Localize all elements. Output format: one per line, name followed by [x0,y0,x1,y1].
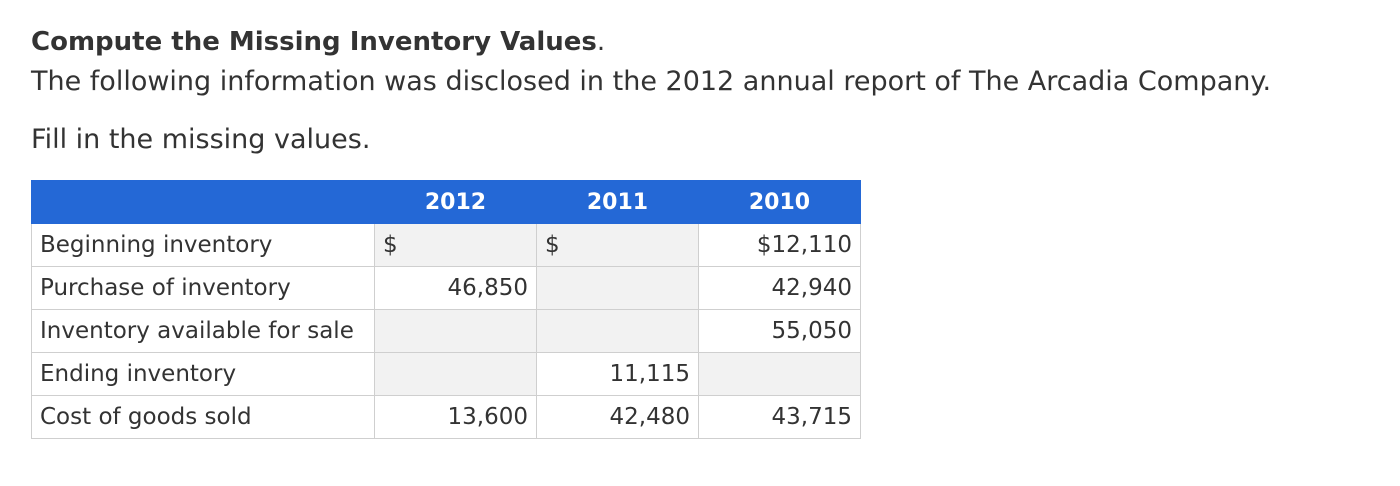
cell-purchase-2012: 46,850 [374,266,537,310]
cell-beginning-2011[interactable]: $ [536,223,699,267]
problem-content: Compute the Missing Inventory Values. Th… [31,22,1371,160]
table-row: Beginning inventory $ $ $12,110 [31,223,861,267]
problem-instruction: Fill in the missing values. [31,124,371,155]
cell-available-2012[interactable] [374,309,537,353]
cell-ending-2010[interactable] [698,352,861,396]
table-header-row: 2012 2011 2010 [31,180,861,224]
problem-title-text: Compute the Missing Inventory Values [31,27,597,57]
table-row: Purchase of inventory 46,850 42,940 [31,266,861,310]
cell-cogs-2012: 13,600 [374,395,537,439]
cell-available-2010: 55,050 [698,309,861,353]
currency-symbol: $ [383,232,398,258]
cell-ending-2011: 11,115 [536,352,699,396]
header-label [31,180,375,224]
problem-intro: The following information was disclosed … [31,66,1272,97]
header-2011: 2011 [536,180,699,224]
inventory-table: 2012 2011 2010 Beginning inventory $ $ $… [31,180,861,439]
header-2010: 2010 [698,180,861,224]
table-row: Ending inventory 11,115 [31,352,861,396]
currency-symbol: $ [545,232,560,258]
cell-cogs-2010: 43,715 [698,395,861,439]
cell-available-2011[interactable] [536,309,699,353]
title-period: . [596,27,606,57]
row-label: Purchase of inventory [31,266,375,310]
problem-title: Compute the Missing Inventory Values. [31,22,1371,62]
table-row: Cost of goods sold 13,600 42,480 43,715 [31,395,861,439]
cell-purchase-2011[interactable] [536,266,699,310]
row-label: Beginning inventory [31,223,375,267]
table-row: Inventory available for sale 55,050 [31,309,861,353]
cell-beginning-2012[interactable]: $ [374,223,537,267]
row-label: Ending inventory [31,352,375,396]
row-label: Cost of goods sold [31,395,375,439]
cell-beginning-2010: $12,110 [698,223,861,267]
cell-purchase-2010: 42,940 [698,266,861,310]
cell-ending-2012[interactable] [374,352,537,396]
header-2012: 2012 [374,180,537,224]
row-label: Inventory available for sale [31,309,375,353]
cell-cogs-2011: 42,480 [536,395,699,439]
